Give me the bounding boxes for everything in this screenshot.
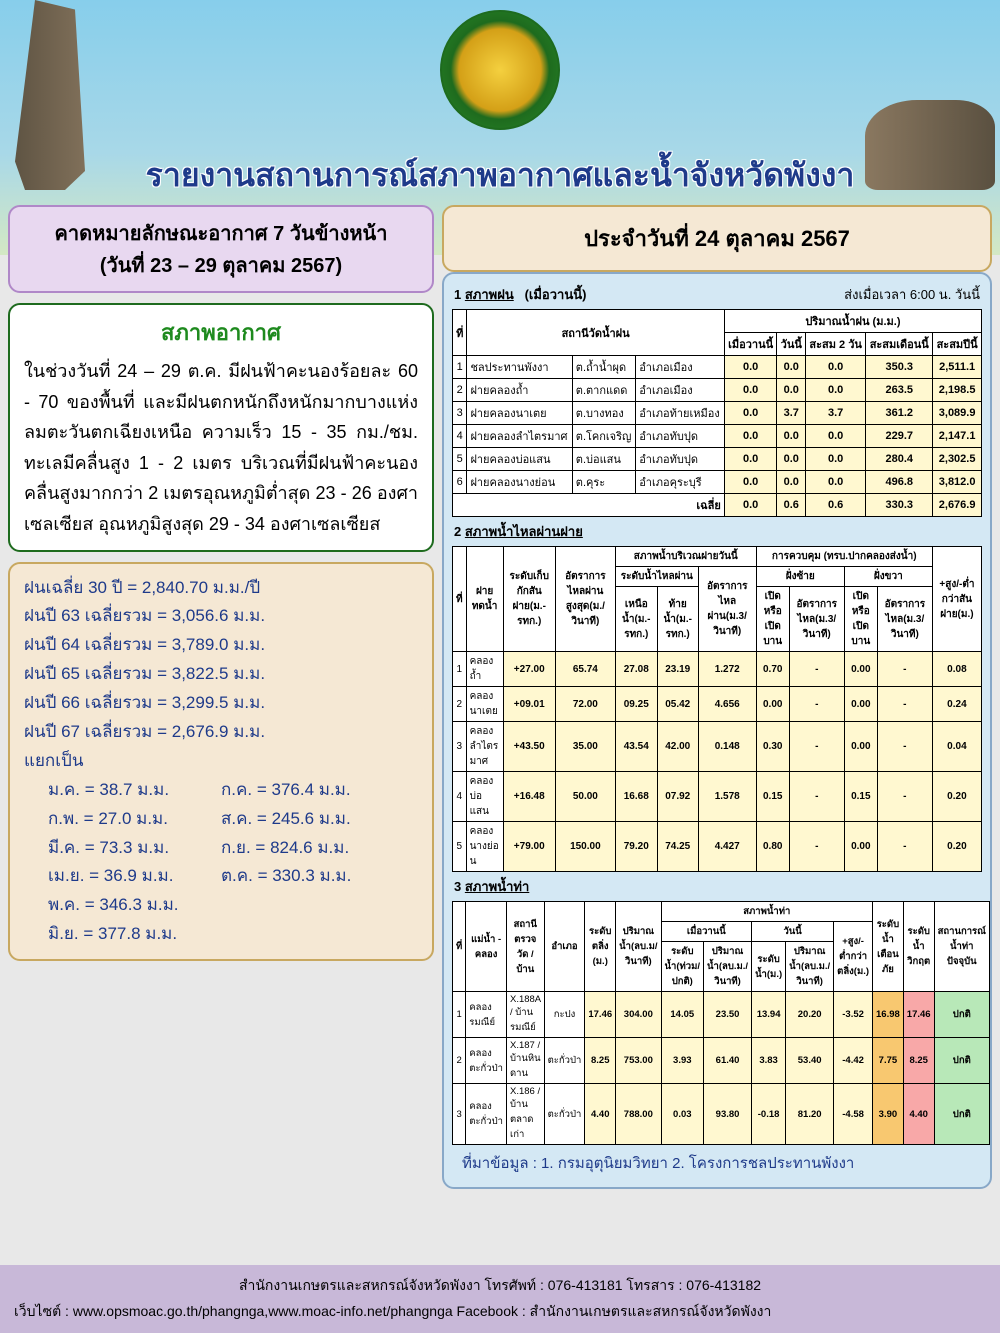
- forecast-line2: (วันที่ 23 – 29 ตุลาคม 2567): [24, 249, 418, 281]
- data-source: ที่มาข้อมูล : 1. กรมอุตุนิยมวิทยา 2. โคร…: [452, 1145, 982, 1181]
- month-mar: มี.ค. = 73.3 ม.ม.: [48, 834, 221, 863]
- report-title: รายงานสถานการณ์สภาพอากาศและน้ำจังหวัดพัง…: [0, 150, 1000, 201]
- table-row: 2คลองตะกั่วป่าX.187 / บ้านหินดานตะกั่วป่…: [453, 1038, 990, 1084]
- month-jan: ม.ค. = 38.7 ม.ม.: [48, 776, 221, 805]
- footer: สำนักงานเกษตรและสหกรณ์จังหวัดพังงา โทรศั…: [0, 1265, 1000, 1333]
- month-feb: ก.พ. = 27.0 ม.ม.: [48, 805, 221, 834]
- date-header: ประจำวันที่ 24 ตุลาคม 2567: [442, 205, 992, 272]
- stat-y64: ฝนปี 64 เฉลี่ยรวม = 3,789.0 ม.ม.: [24, 631, 418, 660]
- table-avg-row: เฉลี่ย0.00.60.6330.32,676.9: [453, 494, 982, 517]
- table-row: 3คลองลำไตรมาศ+43.5035.0043.5442.000.1480…: [453, 722, 982, 772]
- dam-table: ที่ ฝายทดน้ำ ระดับเก็บกักสันฝาย(ม.-รทก.)…: [452, 546, 982, 872]
- month-oct: ต.ค. = 330.3 ม.ม.: [221, 862, 418, 891]
- stat-y66: ฝนปี 66 เฉลี่ยรวม = 3,299.5 ม.ม.: [24, 689, 418, 718]
- section3-header: 3 สภาพน้ำท่า: [452, 872, 982, 901]
- table-row: 3คลองตะกั่วป่าX.186 / บ้านตลาดเก่าตะกั่ว…: [453, 1084, 990, 1145]
- section1-header: 1 สภาพฝน (เมื่อวานนี้) ส่งเมื่อเวลา 6:00…: [452, 280, 982, 309]
- table-row: 1คลองถ้ำ+27.0065.7427.0823.191.2720.70-0…: [453, 652, 982, 687]
- weather-body: ในช่วงวันที่ 24 – 29 ต.ค. มีฝนฟ้าคะนองร้…: [24, 356, 418, 540]
- footer-contact: สำนักงานเกษตรและสหกรณ์จังหวัดพังงา โทรศั…: [14, 1275, 986, 1297]
- stat-y67: ฝนปี 67 เฉลี่ยรวม = 2,676.9 ม.ม.: [24, 718, 418, 747]
- table-row: 4คลองบ่อแสน+16.4850.0016.6807.921.5780.1…: [453, 772, 982, 822]
- month-sep: ก.ย. = 824.6 ม.ม.: [221, 834, 418, 863]
- table-row: 1คลองรมณีย์X.188A / บ้านรมณีย์กะปง17.463…: [453, 992, 990, 1038]
- rain-table: ที่ สถานีวัดน้ำฝน ปริมาณน้ำฝน (ม.ม.) เมื…: [452, 309, 982, 517]
- ministry-logo: [440, 10, 560, 130]
- month-jun: มิ.ย. = 377.8 ม.ม.: [48, 920, 221, 949]
- stat-split: แยกเป็น: [24, 747, 418, 776]
- table-row: 2ฝายคลองถ้ำต.ตากแดดอำเภอเมือง0.00.00.026…: [453, 379, 982, 402]
- data-tables-box: 1 สภาพฝน (เมื่อวานนี้) ส่งเมื่อเวลา 6:00…: [442, 272, 992, 1189]
- river-table: ที่ แม่น้ำ - คลอง สถานีตรวจวัด / บ้าน อำ…: [452, 901, 990, 1145]
- footer-web: เว็บไซต์ : www.opsmoac.go.th/phangnga,ww…: [14, 1301, 986, 1323]
- month-aug: ส.ค. = 245.6 ม.ม.: [221, 805, 418, 834]
- forecast-line1: คาดหมายลักษณะอากาศ 7 วันข้างหน้า: [24, 217, 418, 249]
- table-row: 3ฝายคลองนาเตยต.บางทองอำเภอท้ายเหมือง0.03…: [453, 402, 982, 425]
- table-row: 5ฝายคลองบ่อแสนต.บ่อแสนอำเภอทับปุด0.00.00…: [453, 448, 982, 471]
- weather-title: สภาพอากาศ: [24, 315, 418, 350]
- forecast-header-box: คาดหมายลักษณะอากาศ 7 วันข้างหน้า (วันที่…: [8, 205, 434, 293]
- table-row: 6ฝายคลองนางย่อนต.คุระอำเภอคุระบุรี0.00.0…: [453, 471, 982, 494]
- section2-header: 2 สภาพน้ำไหลผ่านฝาย: [452, 517, 982, 546]
- rain-stats-box: ฝนเฉลี่ย 30 ปี = 2,840.70 ม.ม./ปี ฝนปี 6…: [8, 562, 434, 962]
- weather-box: สภาพอากาศ ในช่วงวันที่ 24 – 29 ต.ค. มีฝน…: [8, 303, 434, 552]
- month-apr: เม.ย. = 36.9 ม.ม.: [48, 862, 221, 891]
- table-row: 5คลองนางย่อน+79.00150.0079.2074.254.4270…: [453, 822, 982, 872]
- month-may: พ.ค. = 346.3 ม.ม.: [48, 891, 221, 920]
- stat-avg30: ฝนเฉลี่ย 30 ปี = 2,840.70 ม.ม./ปี: [24, 574, 418, 603]
- month-jul: ก.ค. = 376.4 ม.ม.: [221, 776, 418, 805]
- stat-y65: ฝนปี 65 เฉลี่ยรวม = 3,822.5 ม.ม.: [24, 660, 418, 689]
- table-row: 1ชลประทานพังงาต.ถ้ำน้ำผุดอำเภอเมือง0.00.…: [453, 356, 982, 379]
- table-row: 4ฝายคลองลำไตรมาศต.โคกเจริญอำเภอทับปุด0.0…: [453, 425, 982, 448]
- table-row: 2คลองนาเตย+09.0172.0009.2505.424.6560.00…: [453, 687, 982, 722]
- stat-y63: ฝนปี 63 เฉลี่ยรวม = 3,056.6 ม.ม.: [24, 602, 418, 631]
